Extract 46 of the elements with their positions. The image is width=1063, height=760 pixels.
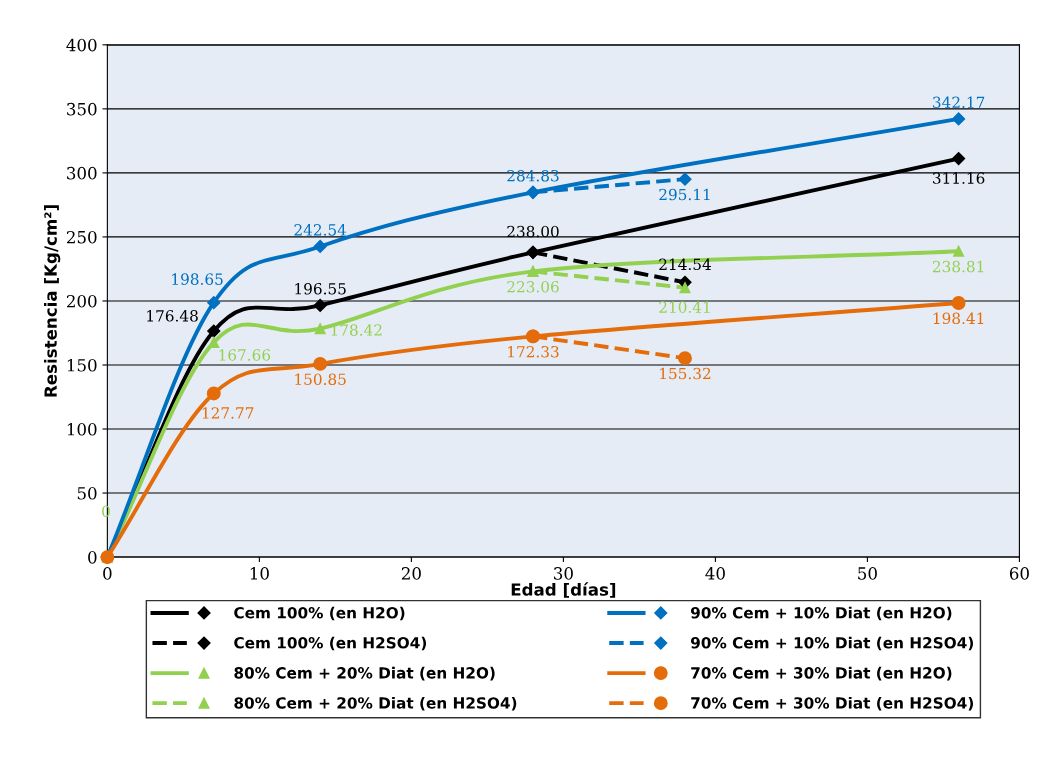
y-tick-label: 300 xyxy=(67,166,97,180)
data-label: 178.42 xyxy=(331,324,382,336)
data-label: 196.55 xyxy=(295,282,346,295)
legend-label: 70% Cem + 30% Diat (en H2O) xyxy=(691,666,952,681)
data-label: 238.00 xyxy=(507,225,559,238)
data-label: 210.41 xyxy=(659,301,710,313)
data-label: 127.77 xyxy=(202,407,254,419)
legend-label: 80% Cem + 20% Diat (en H2O) xyxy=(234,666,495,681)
x-tick-label: 30 xyxy=(554,567,573,580)
data-label: 238.81 xyxy=(932,260,984,273)
data-label: 295.11 xyxy=(659,188,710,201)
x-tick-label: 10 xyxy=(250,567,269,580)
data-label: 198.41 xyxy=(933,312,984,325)
y-tick-label: 0 xyxy=(88,551,97,564)
y-tick-label: 50 xyxy=(77,487,97,500)
y-tick-label: 250 xyxy=(66,230,97,244)
y-tick-label: 150 xyxy=(67,358,97,372)
x-tick-label: 50 xyxy=(858,567,877,580)
y-tick-label: 200 xyxy=(66,294,97,308)
legend-label: 80% Cem + 20% Diat (en H2SO4) xyxy=(234,696,517,711)
legend-label: Cem 100% (en H2O) xyxy=(234,606,405,621)
x-tick-label: 0 xyxy=(103,567,112,580)
data-label: 172.33 xyxy=(508,345,559,358)
legend-label: 90% Cem + 10% Diat (en H2O) xyxy=(690,606,952,621)
data-label: 214.54 xyxy=(659,258,711,271)
legend-label: Cem 100% (en H2SO4) xyxy=(234,636,427,651)
legend-label: 70% Cem + 30% Diat (en H2SO4) xyxy=(691,696,973,711)
data-label: 342.17 xyxy=(933,96,985,109)
x-tick-label: 60 xyxy=(1009,567,1029,580)
data-label: 155.32 xyxy=(660,367,711,380)
y-tick-label: 350 xyxy=(67,102,97,116)
y-tick-label: 100 xyxy=(67,422,97,436)
legend-label: 90% Cem + 10% Diat (en H2SO4) xyxy=(690,636,973,651)
x-tick-label: 40 xyxy=(705,567,725,580)
x-axis-title: Edad [días] xyxy=(511,582,616,598)
data-label: 198.65 xyxy=(172,273,223,285)
y-tick-label: 400 xyxy=(66,38,97,52)
data-label: 150.85 xyxy=(295,373,346,385)
data-label: 167.66 xyxy=(219,349,271,361)
x-tick-label: 20 xyxy=(401,567,421,580)
data-label: 311.16 xyxy=(933,172,985,184)
data-label: 242.54 xyxy=(294,224,347,236)
data-label: 176.48 xyxy=(147,310,198,322)
data-label: 284.83 xyxy=(507,169,559,182)
data-label: 223.06 xyxy=(507,280,559,293)
y-axis-title: Resistencia [Kg/cm²] xyxy=(44,205,61,397)
